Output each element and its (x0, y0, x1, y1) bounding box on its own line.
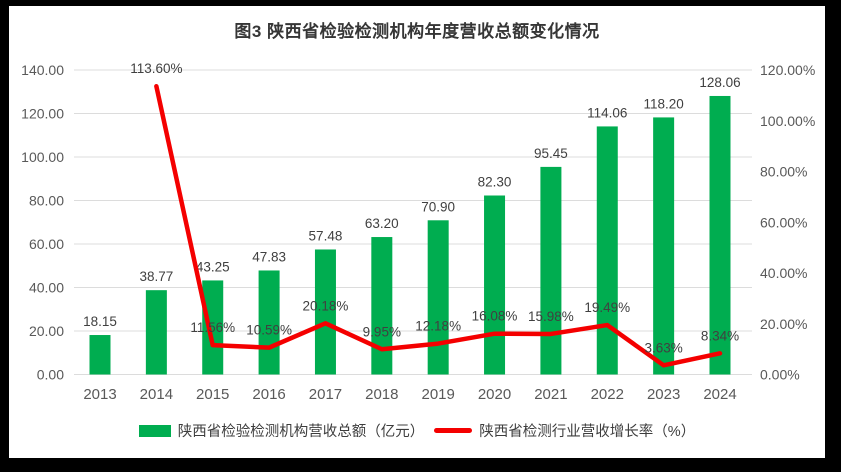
revenue-bar (314, 249, 336, 375)
revenue-bar (709, 95, 731, 375)
line-value-label: 12.18% (415, 319, 461, 334)
legend-label-line-series: 陕西省检测行业营收增长率（%） (479, 424, 696, 440)
legend-label-bar-series: 陕西省检验检测机构营收总额（亿元） (177, 424, 425, 440)
revenue-bar (427, 220, 449, 375)
left-axis-tick-label: 40.00 (29, 280, 64, 296)
x-axis-label: 2018 (365, 386, 398, 403)
x-axis-label: 2016 (252, 386, 285, 403)
revenue-bar (89, 335, 111, 375)
bar-value-label: 95.45 (534, 146, 568, 161)
right-axis-tick-label: 40.00% (760, 265, 807, 281)
x-axis-label: 2024 (703, 386, 736, 403)
line-value-label: 8.34% (701, 328, 739, 343)
revenue-bar (202, 280, 224, 375)
left-axis-tick-label: 60.00 (29, 236, 64, 252)
revenue-bar (371, 237, 393, 375)
x-axis-label: 2015 (196, 386, 229, 403)
line-value-label: 9.95% (363, 324, 401, 339)
legend-item-bar-series: 陕西省检验检测机构营收总额（亿元） (138, 420, 425, 441)
line-value-label: 15.98% (528, 309, 574, 324)
bar-series-swatch-icon (138, 424, 171, 437)
bar-value-label: 128.06 (699, 75, 740, 90)
x-axis-label: 2013 (83, 386, 116, 403)
line-value-label: 16.08% (472, 309, 518, 324)
legend: 陕西省检验检测机构营收总额（亿元） 陕西省检测行业营收增长率（%） (9, 420, 825, 441)
left-axis-tick-label: 20.00 (29, 323, 64, 339)
left-axis-tick-label: 140.00 (21, 62, 64, 78)
line-value-label: 11.56% (190, 320, 235, 335)
chart-title: 图3 陕西省检验检测机构年度营收总额变化情况 (234, 22, 600, 41)
line-value-label: 113.60% (130, 61, 182, 76)
plot-area: 0.00 20.00 40.00 60.00 80.00 100.00 120.00 140.… (21, 61, 815, 403)
growth-rate-line (154, 83, 723, 368)
revenue-bar (596, 126, 618, 375)
revenue-bar (653, 117, 675, 375)
bar-value-label: 70.90 (421, 199, 455, 214)
x-axis-label: 2022 (591, 386, 624, 403)
bar-value-label: 57.48 (309, 228, 343, 243)
x-axis-label: 2017 (309, 386, 342, 403)
line-value-label: 3.63% (644, 340, 682, 355)
right-axis-tick-label: 100.00% (760, 113, 815, 129)
left-axis-tick-label: 120.00 (21, 106, 64, 122)
legend-item-line-series: 陕西省检测行业营收增长率（%） (434, 420, 695, 441)
line-value-label: 19.49% (584, 300, 630, 315)
right-axis-tick-label: 120.00% (760, 62, 815, 78)
revenue-bar (484, 195, 506, 375)
bar-value-label: 63.20 (365, 216, 399, 231)
x-axis-label: 2023 (647, 386, 680, 403)
bar-value-label: 118.20 (643, 96, 683, 111)
bar-value-label: 82.30 (478, 174, 512, 189)
x-axis-label: 2021 (534, 386, 567, 403)
revenue-bar (145, 290, 167, 375)
left-axis-tick-label: 100.00 (21, 149, 64, 165)
bar-value-label: 43.25 (196, 259, 230, 274)
left-axis-tick-label: 80.00 (29, 193, 64, 209)
bar-value-label: 114.06 (587, 105, 627, 120)
bar-value-label: 18.15 (83, 314, 117, 329)
right-axis-tick-label: 20.00% (760, 316, 807, 332)
bar-value-label: 47.83 (252, 249, 286, 264)
x-axis-label: 2020 (478, 386, 511, 403)
revenue-bar (540, 166, 562, 375)
right-axis-tick-label: 0.00% (760, 367, 800, 383)
line-value-label: 10.59% (246, 323, 292, 338)
x-axis-label: 2019 (421, 386, 454, 403)
right-axis-tick-label: 60.00% (760, 214, 807, 230)
left-axis-tick-label: 0.00 (37, 367, 64, 383)
right-axis-tick-label: 80.00% (760, 164, 807, 180)
chart-card: 图3 陕西省检验检测机构年度营收总额变化情况 0.00 20.00 40.00 60.… (9, 6, 825, 458)
x-axis-label: 2014 (140, 386, 173, 403)
line-value-label: 20.18% (303, 298, 349, 313)
bar-value-label: 38.77 (139, 269, 173, 284)
line-series-swatch-icon (434, 428, 473, 433)
